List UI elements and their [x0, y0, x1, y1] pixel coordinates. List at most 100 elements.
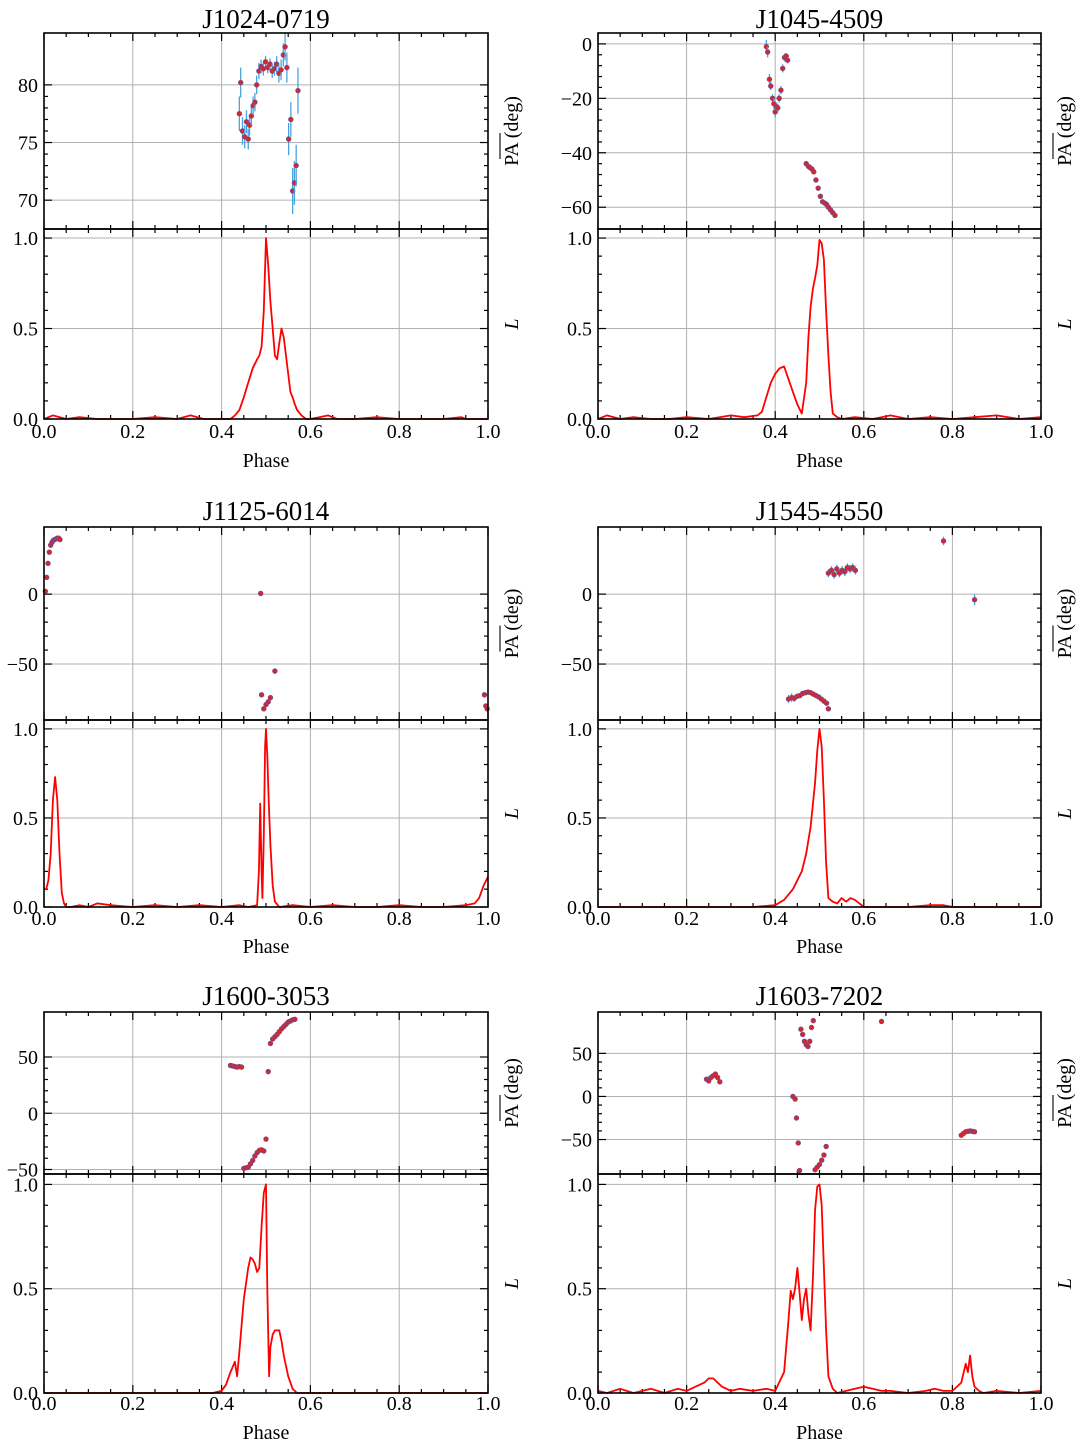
pa-point: [775, 105, 781, 111]
profile-frame: [43, 1173, 489, 1394]
pa-point: [831, 571, 837, 578]
profile-ytick-label: 1.0: [567, 719, 592, 741]
x-tick-label: 0.0: [586, 908, 611, 930]
pa-point: [821, 1152, 827, 1158]
x-tick-label: 0.8: [387, 421, 412, 443]
pa-ytick-label: 0: [582, 34, 592, 56]
profile-ytick-label: 0.0: [567, 409, 592, 431]
profile-ytick-label: 1.0: [13, 719, 38, 741]
x-tick-label: 1.0: [1029, 421, 1054, 443]
pa-point: [817, 193, 824, 200]
pa-frame: [43, 526, 489, 721]
pa-point: [792, 1096, 798, 1102]
profile-ylabel: L: [1054, 318, 1076, 330]
x-axis-label: Phase: [243, 1422, 290, 1444]
pa-point: [293, 162, 299, 169]
x-tick-label: 0.2: [120, 1393, 145, 1415]
pa-point: [46, 549, 53, 555]
pa-point: [764, 49, 771, 55]
profile-ylabel: L: [1054, 808, 1076, 820]
x-axis-label: Phase: [796, 450, 843, 472]
pa-point: [805, 1043, 811, 1050]
profile-line: [597, 239, 1042, 420]
pa-point: [971, 1129, 978, 1135]
pa-point: [237, 79, 244, 86]
panel-title: J1125-6014: [203, 496, 330, 526]
x-tick-label: 0.6: [298, 908, 323, 930]
profile-ytick-label: 0.5: [13, 319, 38, 341]
profile-ylabel: L: [1054, 1278, 1076, 1290]
pa-point: [852, 567, 859, 574]
profile-ylabel: L: [501, 1278, 523, 1290]
pa-ytick-label: 70: [18, 190, 38, 212]
pa-point: [823, 1143, 829, 1150]
x-tick-label: 0.6: [851, 421, 876, 443]
profile-ytick-label: 0.0: [567, 1383, 592, 1405]
x-tick-label: 0.4: [763, 908, 788, 930]
pa-point: [784, 57, 791, 63]
pa-point: [795, 1140, 801, 1146]
panel-j1603-7202: J1603-7202 −50 0 50 PA (deg) 0.0 0.5 1.0 L 0.0 0.2…: [561, 981, 1076, 1444]
profile-frame: [43, 228, 489, 420]
pa-point: [285, 136, 292, 142]
panel-j1024-0719: J1024-0719 70 75 80 PA (deg) 0.0 0.5 1.0 L 0.0 0.2…: [13, 4, 523, 472]
pa-ylabel: PA (deg): [501, 1058, 523, 1128]
pa-ylabel: PA (deg): [501, 96, 523, 166]
pa-point: [288, 116, 294, 123]
pa-point: [823, 700, 830, 706]
x-tick-label: 1.0: [476, 1393, 501, 1415]
pa-ytick-label: 80: [18, 75, 38, 97]
profile-ytick-label: 0.5: [567, 1279, 592, 1301]
profile-ylabel: L: [501, 318, 523, 330]
x-tick-label: 0.4: [209, 908, 234, 930]
pa-ylabel: PA (deg): [1054, 589, 1076, 659]
x-tick-label: 0.2: [674, 421, 699, 443]
pa-frame: [597, 1011, 1042, 1175]
panel-j1045-4509: J1045-4509 −60 −40 −20 0 PA (deg) 0.0 0.5 1.0 L 0.…: [561, 4, 1076, 472]
pa-point: [257, 590, 264, 597]
panel-title: J1603-7202: [756, 981, 884, 1011]
pa-point: [245, 136, 251, 142]
pa-ytick-label: 50: [572, 1043, 592, 1065]
x-tick-label: 1.0: [476, 421, 501, 443]
pa-point: [832, 212, 838, 219]
pa-point: [776, 95, 782, 102]
profile-ytick-label: 1.0: [13, 1174, 38, 1196]
profile-ytick-label: 1.0: [567, 1174, 592, 1196]
pa-point: [267, 1040, 274, 1047]
pa-ytick-label: −20: [561, 88, 592, 110]
pa-point: [815, 185, 821, 191]
pa-point: [819, 1157, 825, 1163]
pa-point: [481, 692, 488, 698]
x-axis-label: Phase: [243, 450, 290, 472]
x-tick-label: 0.0: [586, 421, 611, 443]
pa-ytick-label: −40: [561, 143, 592, 165]
profile-ytick-label: 0.5: [13, 1279, 38, 1301]
pa-frame: [597, 526, 1042, 721]
pa-point: [768, 83, 774, 89]
pa-point: [971, 597, 978, 603]
x-tick-label: 0.0: [32, 421, 57, 443]
pa-ytick-label: 75: [18, 133, 38, 155]
pa-point: [249, 1157, 256, 1164]
x-tick-label: 1.0: [1029, 1393, 1054, 1415]
pa-point: [295, 87, 301, 94]
profile-frame: [43, 719, 489, 908]
pa-point: [292, 1016, 298, 1023]
panel-j1125-6014: J1125-6014 −50 0 PA (deg) 0.0 0.5 1.0 L 0.0 0.2 0.…: [7, 496, 523, 958]
pa-point: [265, 699, 271, 705]
profile-frame: [597, 719, 1042, 908]
x-tick-label: 0.8: [940, 421, 965, 443]
panel-title: J1024-0719: [202, 4, 330, 34]
pa-point: [284, 64, 290, 71]
pa-point: [813, 177, 819, 183]
x-tick-label: 1.0: [1029, 908, 1054, 930]
x-tick-label: 1.0: [476, 908, 501, 930]
pa-point: [253, 82, 260, 88]
x-tick-label: 0.4: [209, 421, 234, 443]
pa-point: [796, 1167, 803, 1174]
pa-point: [798, 1026, 804, 1032]
x-tick-label: 0.8: [387, 908, 412, 930]
profile-ytick-label: 0.5: [567, 808, 592, 830]
pa-point: [940, 538, 947, 544]
